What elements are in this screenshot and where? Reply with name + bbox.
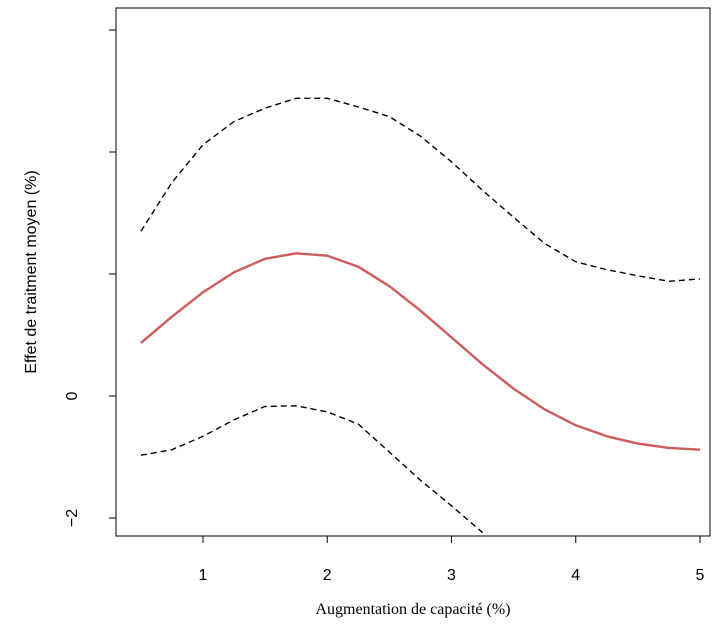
lower-line (140, 405, 484, 534)
estimate-line (140, 252, 701, 451)
series-group (140, 97, 701, 534)
x-tick-label: 4 (571, 567, 580, 584)
x-axis-label: Augmentation de capacité (%) (315, 601, 510, 618)
y-tick-label: 0 (64, 391, 81, 400)
x-tick-label: 1 (199, 567, 208, 584)
x-axis: 1 2 3 4 5 (199, 535, 705, 584)
x-tick-label: 2 (323, 567, 332, 584)
x-tick-label: 5 (696, 567, 705, 584)
y-tick-label: −2 (64, 509, 81, 527)
y-axis-label: Effet de traitment moyen (%) (23, 170, 40, 373)
y-axis: −2 0 (64, 29, 117, 527)
upper-line (140, 97, 701, 282)
x-tick-label: 3 (447, 567, 456, 584)
